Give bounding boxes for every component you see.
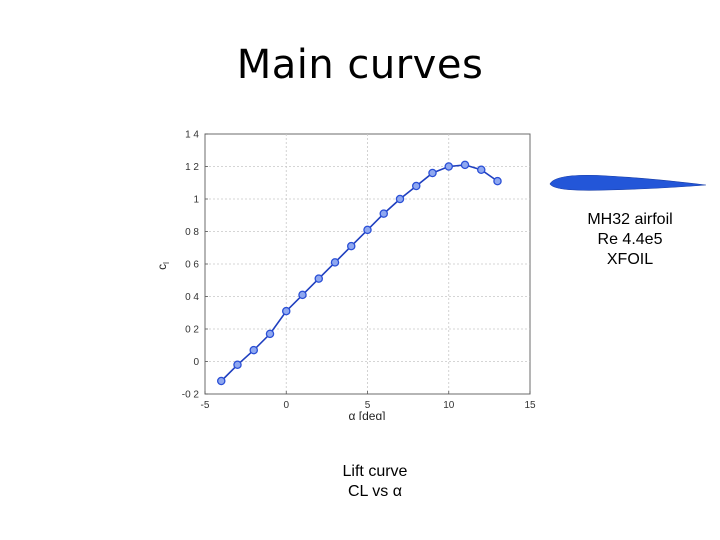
y-axis-label: cl <box>155 262 171 270</box>
caption-line-2: CL vs α <box>348 483 402 500</box>
data-point <box>330 258 340 267</box>
lift-curve-chart: -5 0 5 10 15 -0 2 0 0 2 0 4 0 6 0 8 1 1 2 1 4 α [deg]… <box>155 130 536 421</box>
y-tick-label: 1 2 <box>185 162 199 173</box>
tick-labels: -5 0 5 10 15 -0 2 0 0 2 0 4 0 6 0 8 1 1 2 1 4 <box>182 130 536 412</box>
airfoil-shape-icon <box>549 174 707 191</box>
data-point <box>476 165 486 175</box>
y-tick-label: 0 2 <box>185 325 199 336</box>
grid <box>205 134 530 394</box>
data-point <box>493 176 502 186</box>
x-tick-label: 15 <box>524 400 536 411</box>
data-point <box>346 241 356 251</box>
y-tick-label: -0 2 <box>182 390 200 401</box>
slide-title: Main curves <box>236 42 484 88</box>
data-point <box>233 360 242 369</box>
airfoil-info: MH32 airfoil Re 4.4e5 XFOIL <box>560 210 700 270</box>
data-point <box>395 194 405 204</box>
y-tick-label: 0 6 <box>185 260 199 271</box>
x-tick-label: 0 <box>283 400 289 411</box>
data-point <box>428 168 437 178</box>
data-point <box>281 306 291 316</box>
data-point <box>298 290 307 300</box>
solver-name: XFOIL <box>606 251 654 268</box>
y-tick-label: 1 <box>193 195 199 206</box>
reynolds-number: Re 4.4e5 <box>597 231 663 248</box>
x-tick-label: -5 <box>201 400 210 411</box>
data-point <box>363 225 372 235</box>
data-point <box>314 274 323 283</box>
chart-caption: Lift curve CL vs α <box>300 462 450 502</box>
y-tick-label: 0 <box>193 357 199 368</box>
x-tick-label: 10 <box>443 400 455 411</box>
y-axis-label-sub: l <box>162 262 171 264</box>
y-axis-label-main: c <box>155 264 169 270</box>
svg-text:cl: cl <box>155 262 171 270</box>
y-tick-label: 0 8 <box>185 227 199 238</box>
caption-line-1: Lift curve <box>342 463 408 480</box>
data-point <box>249 345 259 355</box>
y-tick-label: 0 4 <box>185 292 199 303</box>
series-layer <box>217 160 502 386</box>
airfoil-name: MH32 airfoil <box>587 211 673 228</box>
data-point <box>411 181 421 191</box>
x-tick-label: 5 <box>365 400 371 411</box>
data-point <box>460 160 470 170</box>
data-point <box>265 329 275 339</box>
data-point <box>217 376 226 386</box>
x-axis-label: α [deg] <box>349 409 386 420</box>
data-point <box>444 162 453 171</box>
y-tick-label: 1 4 <box>185 130 199 141</box>
data-point <box>379 209 388 218</box>
